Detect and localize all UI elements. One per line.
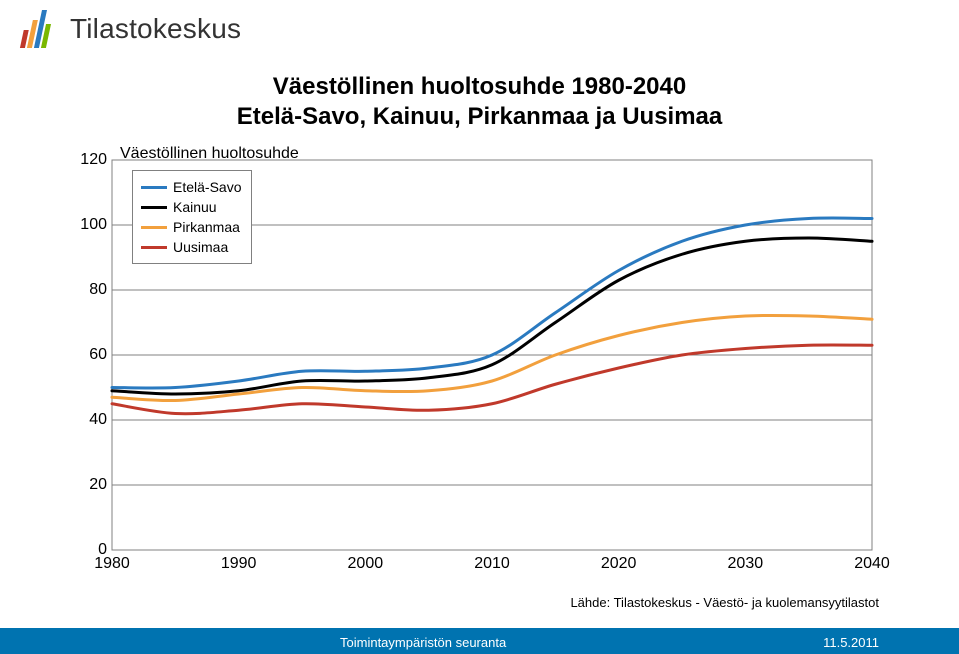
ytick-label: 40 bbox=[67, 411, 107, 429]
chart-title-line2: Etelä-Savo, Kainuu, Pirkanmaa ja Uusimaa bbox=[0, 102, 959, 132]
ytick-label: 80 bbox=[67, 281, 107, 299]
xtick-label: 1980 bbox=[94, 555, 130, 573]
legend-item: Kainuu bbox=[141, 197, 241, 217]
chart-title: Väestöllinen huoltosuhde 1980-2040 Etelä… bbox=[0, 72, 959, 132]
legend-label: Kainuu bbox=[173, 199, 217, 215]
xtick-label: 2040 bbox=[854, 555, 890, 573]
brand-logo: Tilastokeskus bbox=[18, 10, 241, 48]
legend-label: Uusimaa bbox=[173, 239, 228, 255]
legend-swatch bbox=[141, 246, 167, 249]
footer-left-text: Toimintaympäristön seuranta bbox=[340, 635, 506, 650]
chart-source: Lähde: Tilastokeskus - Väestö- ja kuolem… bbox=[570, 595, 879, 610]
legend-item: Pirkanmaa bbox=[141, 217, 241, 237]
legend-item: Etelä-Savo bbox=[141, 177, 241, 197]
xtick-label: 2020 bbox=[601, 555, 637, 573]
ytick-label: 20 bbox=[67, 476, 107, 494]
ytick-label: 100 bbox=[67, 216, 107, 234]
legend-swatch bbox=[141, 186, 167, 189]
legend-label: Pirkanmaa bbox=[173, 219, 240, 235]
legend-swatch bbox=[141, 206, 167, 209]
xtick-label: 1990 bbox=[221, 555, 257, 573]
footer-right-text: 11.5.2011 bbox=[823, 635, 879, 650]
legend-label: Etelä-Savo bbox=[173, 179, 241, 195]
legend-item: Uusimaa bbox=[141, 237, 241, 257]
chart-title-line1: Väestöllinen huoltosuhde 1980-2040 bbox=[0, 72, 959, 102]
xtick-label: 2000 bbox=[348, 555, 384, 573]
ytick-label: 60 bbox=[67, 346, 107, 364]
xtick-label: 2010 bbox=[474, 555, 510, 573]
logo-bars-icon bbox=[18, 10, 60, 48]
legend-swatch bbox=[141, 226, 167, 229]
xtick-label: 2030 bbox=[728, 555, 764, 573]
logo-text: Tilastokeskus bbox=[70, 13, 241, 45]
ytick-label: 120 bbox=[67, 151, 107, 169]
chart-legend: Etelä-Savo Kainuu Pirkanmaa Uusimaa bbox=[132, 170, 252, 264]
